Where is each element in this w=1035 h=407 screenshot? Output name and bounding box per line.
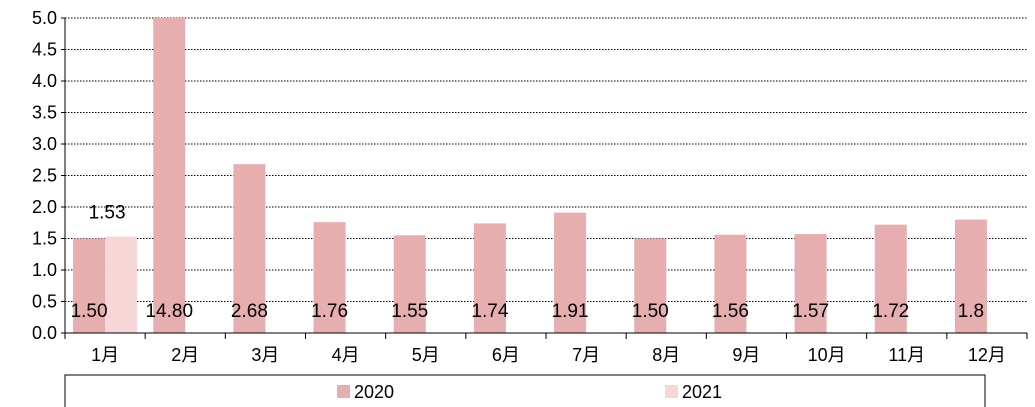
x-tick-label: 5月	[412, 345, 440, 365]
data-label-2020-5月: 1.55	[391, 301, 428, 322]
y-tick-label: 2.5	[32, 166, 57, 186]
y-tick-label: 5.0	[32, 8, 57, 28]
bar-2020-4月	[313, 222, 346, 333]
data-label-2020-11月: 1.72	[872, 301, 909, 322]
x-tick-label: 11月	[888, 345, 925, 365]
x-tick-label: 4月	[332, 345, 360, 365]
y-tick-label: 0.0	[32, 323, 57, 343]
y-tick-label: 4.0	[32, 71, 57, 91]
bar-2020-11月	[874, 224, 907, 333]
data-label-2020-12月: 1.8	[958, 301, 984, 322]
y-tick-label: 3.5	[32, 103, 57, 123]
x-tick-label: 10月	[808, 345, 846, 365]
x-tick-label: 12月	[968, 345, 1006, 365]
y-tick-label: 3.0	[32, 134, 57, 154]
legend-label-2020: 2020	[354, 382, 394, 402]
bar-2020-9月	[714, 234, 747, 333]
bar-2020-10月	[794, 234, 827, 333]
x-tick-label: 1月	[91, 345, 119, 365]
bar-2020-6月	[473, 223, 506, 333]
y-tick-label: 2.0	[32, 197, 57, 217]
data-labels: 1.50 14.80 2.68 1.76 1.55 1.74 1.91 1.50 1.56 1.5…	[71, 203, 985, 322]
data-label-2020-9月: 1.56	[712, 301, 749, 322]
data-label-2020-7月: 1.91	[552, 301, 589, 322]
y-tick-label: 0.5	[32, 292, 57, 312]
data-label-2021-1月: 1.53	[89, 203, 126, 224]
bar-2020-2月	[153, 18, 186, 333]
x-tick-label: 7月	[572, 345, 600, 365]
bar-2020-3月	[233, 164, 266, 333]
x-tick-label: 3月	[251, 345, 279, 365]
data-label-2020-8月: 1.50	[632, 301, 669, 322]
y-tick-label: 1.0	[32, 260, 57, 280]
legend-box	[64, 374, 986, 407]
axes: 0.0 0.5 1.0 1.5 2.0 2.5 3.0 3.5 4.0 4.5 5.0 1月 2月 3月 4…	[32, 8, 1028, 365]
legend: 2020 2021	[64, 374, 986, 407]
legend-swatch-2020	[337, 385, 350, 398]
x-tick-label: 2月	[171, 345, 199, 365]
legend-label-2021: 2021	[682, 382, 722, 402]
x-tick-label: 9月	[732, 345, 760, 365]
bars	[73, 18, 987, 333]
bar-2020-7月	[554, 212, 587, 333]
data-label-2020-10月: 1.57	[792, 301, 829, 322]
gridlines	[65, 17, 1027, 302]
legend-swatch-2021	[665, 385, 678, 398]
bar-2020-5月	[393, 235, 426, 333]
bar-2020-12月	[954, 219, 987, 333]
data-label-2020-1月: 1.50	[71, 301, 108, 322]
data-label-2020-3月: 2.68	[231, 301, 268, 322]
y-tick-label: 4.5	[32, 40, 57, 60]
bar-2020-8月	[634, 238, 667, 333]
data-label-2020-2月: 14.80	[145, 301, 193, 322]
x-tick-label: 8月	[652, 345, 680, 365]
bar-2020-1月	[73, 238, 106, 333]
x-tick-label: 6月	[492, 345, 520, 365]
data-label-2020-4月: 1.76	[311, 301, 348, 322]
y-tick-label: 1.5	[32, 229, 57, 249]
bar-2021-1月	[105, 236, 138, 333]
data-label-2020-6月: 1.74	[471, 301, 508, 322]
